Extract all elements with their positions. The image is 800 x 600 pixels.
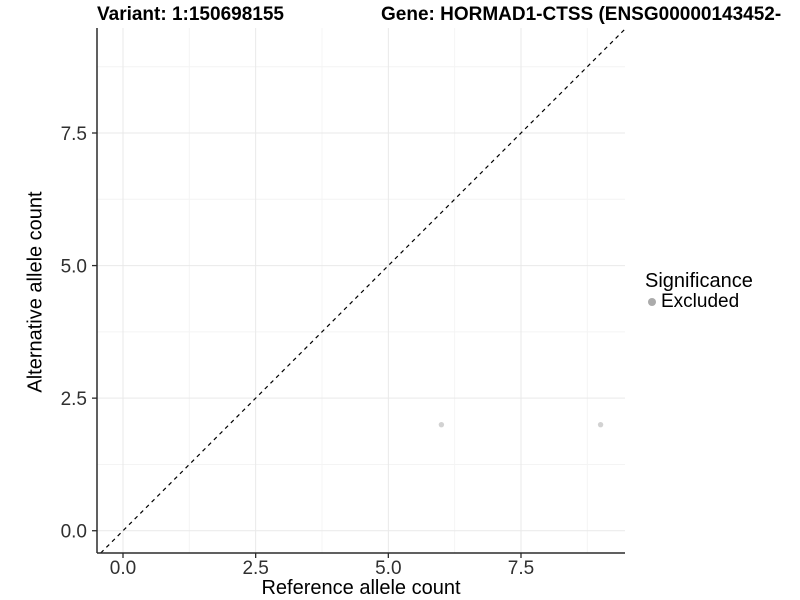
x-tick-label: 5.0 (375, 558, 401, 579)
variant-title: Variant: 1:150698155 (97, 4, 284, 25)
gene-title: Gene: HORMAD1-CTSS (ENSG00000143452- (381, 4, 782, 25)
data-point (597, 421, 604, 428)
legend-item-label: Excluded (661, 291, 740, 312)
y-tick-label: 5.0 (61, 257, 87, 278)
x-axis-title: Reference allele count (261, 577, 461, 599)
legend-key-dot-icon (648, 298, 656, 306)
y-tick-label: 0.0 (61, 522, 87, 543)
x-tick-label: 2.5 (242, 558, 268, 579)
identity-line (100, 28, 626, 554)
x-tick-label: 0.0 (110, 558, 136, 579)
y-axis-title: Alternative allele count (24, 191, 47, 393)
y-tick-label: 2.5 (61, 389, 87, 410)
legend-item-excluded: Excluded (645, 292, 753, 312)
x-tick-label: 7.5 (508, 558, 534, 579)
legend: Significance Excluded (645, 270, 753, 312)
y-tick-label: 7.5 (61, 124, 87, 145)
data-point (438, 421, 445, 428)
legend-title: Significance (645, 270, 753, 292)
